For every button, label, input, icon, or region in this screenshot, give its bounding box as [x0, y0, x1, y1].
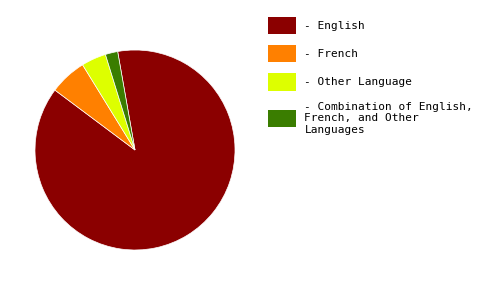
Wedge shape	[106, 52, 135, 150]
Legend: - English, - French, - Other Language, - Combination of English,
French, and Oth: - English, - French, - Other Language, -…	[266, 15, 476, 137]
Wedge shape	[55, 65, 135, 150]
Wedge shape	[82, 55, 135, 150]
Wedge shape	[35, 50, 235, 250]
